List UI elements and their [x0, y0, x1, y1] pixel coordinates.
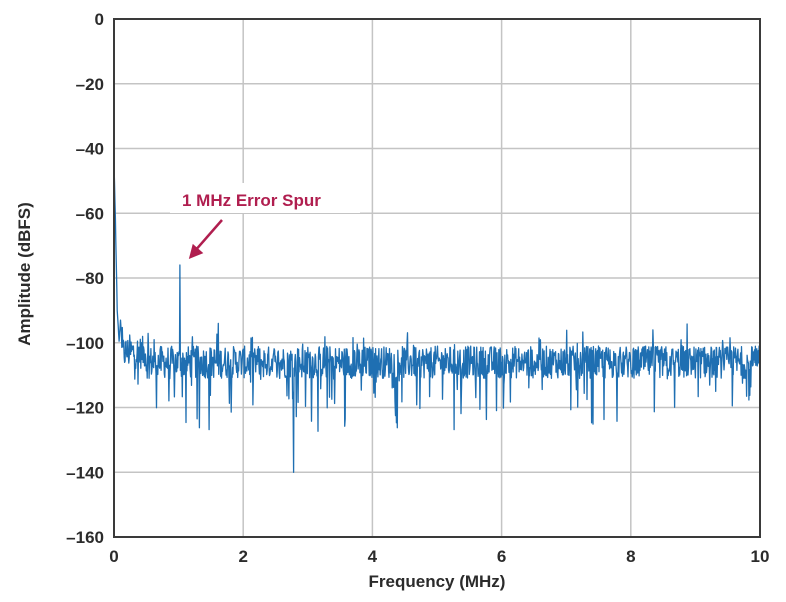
y-tick-label: –140: [66, 463, 104, 482]
x-tick-label: 10: [751, 547, 770, 566]
annotation-arrow-shaft: [193, 219, 223, 252]
x-axis-title: Frequency (MHz): [369, 572, 506, 591]
y-tick-label: –100: [66, 334, 104, 353]
y-tick-label: –160: [66, 528, 104, 547]
y-tick-label: –40: [76, 140, 104, 159]
x-tick-labels: 0 2 4 6 8 10: [109, 547, 769, 566]
y-tick-labels: 0 –20 –40 –60 –80 –100 –120 –140 –160: [66, 10, 104, 547]
x-tick-label: 8: [626, 547, 635, 566]
x-tick-label: 4: [368, 547, 378, 566]
y-axis-title: Amplitude (dBFS): [15, 202, 34, 346]
plot-frame: [113, 18, 761, 538]
y-tick-label: –60: [76, 204, 104, 223]
annotation-bg: [170, 183, 360, 213]
grid: [113, 18, 761, 538]
y-tick-label: –20: [76, 75, 104, 94]
spectrum-trace: [113, 164, 761, 473]
y-tick-label: –120: [66, 399, 104, 418]
y-tick-label: 0: [95, 10, 104, 29]
trace-layer: [113, 164, 761, 473]
x-tick-label: 0: [109, 547, 118, 566]
y-tick-label: –80: [76, 269, 104, 288]
annotation: 1 MHz Error Spur: [170, 183, 360, 260]
x-tick-label: 6: [497, 547, 506, 566]
x-tick-label: 2: [238, 547, 247, 566]
annotation-arrowhead: [188, 243, 204, 260]
annotation-label: 1 MHz Error Spur: [182, 191, 321, 210]
